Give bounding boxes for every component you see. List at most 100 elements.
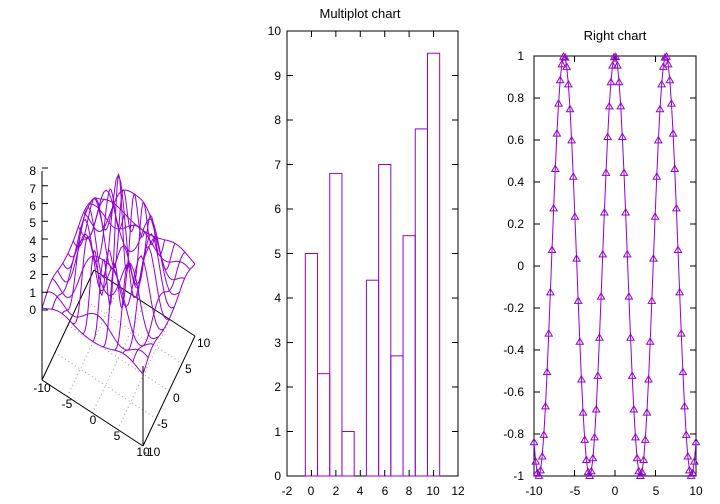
triangle-marker (668, 128, 678, 137)
y-tick-label: -0.2 (503, 301, 524, 315)
triangle-marker (616, 101, 626, 110)
y-tick-label: -5 (157, 417, 168, 431)
triangle-marker (581, 455, 591, 463)
triangle-marker (547, 245, 557, 254)
triangle-marker (663, 59, 673, 68)
triangle-marker (542, 367, 552, 376)
triangle-marker (544, 329, 554, 337)
bar (329, 172, 343, 477)
surface-wireframe (41, 172, 196, 375)
x-tick-label: 4 (357, 484, 364, 498)
triangle-marker (537, 451, 547, 460)
bar (365, 279, 380, 477)
right-axis-ticks (533, 55, 697, 477)
triangle-marker (639, 455, 649, 463)
surface-wire (41, 197, 95, 309)
y-tick-label: 9 (274, 69, 281, 83)
z-tick-label: 1 (29, 286, 36, 300)
triangle-marker (629, 404, 639, 413)
cos-line (533, 55, 697, 478)
triangle-marker (562, 62, 572, 70)
surface-z-axis (41, 167, 48, 311)
triangle-marker (606, 77, 616, 86)
y-tick-label: 10 (197, 336, 211, 350)
triangle-marker (642, 408, 652, 416)
bar-chart: Multiplot chart 0 1 2 3 4 5 6 7 8 9 10 -… (268, 6, 465, 498)
triangle-marker (558, 52, 568, 60)
triangle-marker (678, 367, 688, 376)
x-tick-label: -5 (62, 397, 73, 411)
triangle-marker (644, 374, 654, 383)
triangle-marker (604, 101, 614, 110)
base-edge (93, 269, 196, 337)
y-tick-label: 6 (274, 202, 281, 216)
triangle-marker (670, 164, 680, 173)
y-tick-label: 2 (274, 380, 281, 394)
triangle-marker (621, 207, 631, 216)
triangle-marker (545, 287, 555, 296)
z-tick-label: 7 (29, 182, 36, 196)
triangle-marker (593, 371, 603, 379)
triangle-marker (619, 168, 629, 176)
surface-wire (82, 189, 135, 334)
bar-axis-ticks (286, 30, 459, 477)
y-tick-label: 5 (274, 247, 281, 261)
triangle-marker (612, 60, 622, 69)
x-tick-label: 2 (333, 484, 340, 498)
y-tick-label: 0.8 (507, 91, 524, 105)
triangle-marker (586, 466, 596, 475)
triangle-marker (570, 212, 580, 220)
z-tick-label: 5 (29, 216, 36, 230)
y-tick-label: 0 (517, 259, 524, 273)
triangle-marker (660, 52, 670, 61)
right-line-chart: Right chart 1 0.8 0.6 0.4 0.2 0 -0.2 -0.… (503, 28, 703, 498)
bar (341, 431, 355, 477)
triangle-marker (601, 168, 611, 176)
triangle-marker (624, 292, 634, 300)
triangle-marker (588, 453, 598, 462)
bar (304, 253, 319, 477)
triangle-marker (653, 135, 663, 144)
triangle-marker (536, 465, 546, 474)
y-tick-label: 7 (274, 158, 281, 172)
surface-wire (92, 174, 145, 342)
surface-wire (61, 198, 115, 314)
triangle-marker (568, 172, 578, 180)
y-tick-label: 0.4 (507, 175, 524, 189)
triangle-marker (596, 292, 606, 300)
z-tick-label: 3 (29, 251, 36, 265)
surface-wire (47, 291, 149, 359)
x-tick-label: 0 (612, 484, 619, 498)
triangle-marker (552, 128, 562, 137)
x-tick-label: 6 (382, 484, 389, 498)
triangle-marker (632, 453, 642, 462)
bar (390, 355, 404, 477)
triangle-marker (647, 296, 657, 304)
bar-x-tick-labels: -2 0 2 4 6 8 10 12 (282, 484, 465, 498)
x-tick-label: -10 (525, 484, 543, 498)
surface-base-grid (54, 286, 183, 430)
triangle-marker (608, 60, 618, 69)
base-edge (41, 269, 95, 381)
surface-y-tick-labels: 10 5 0 -5 -10 (143, 336, 211, 459)
triangle-marker (645, 337, 655, 345)
right-chart-title: Right chart (584, 28, 647, 43)
triangle-marker (675, 287, 685, 296)
right-y-tick-labels: 1 0.8 0.6 0.4 0.2 0 -0.2 -0.4 -0.6 -0.8 … (503, 49, 524, 483)
z-tick-label: 6 (29, 199, 36, 213)
y-tick-label: -1 (513, 469, 524, 483)
triangle-marker (531, 456, 541, 465)
triangle-marker (534, 471, 544, 479)
triangle-marker (617, 132, 627, 140)
triangle-marker (627, 371, 637, 379)
triangle-marker (585, 471, 595, 480)
y-tick-label: -0.8 (503, 427, 524, 441)
triangle-marker (688, 468, 698, 476)
right-x-tick-labels: -10 -5 0 5 10 (525, 484, 703, 498)
triangle-marker (599, 207, 609, 216)
triangle-marker (603, 132, 613, 140)
triangle-marker (555, 75, 565, 84)
x-tick-label: -5 (570, 484, 581, 498)
triangle-marker (598, 249, 608, 258)
triangle-marker (689, 456, 699, 465)
